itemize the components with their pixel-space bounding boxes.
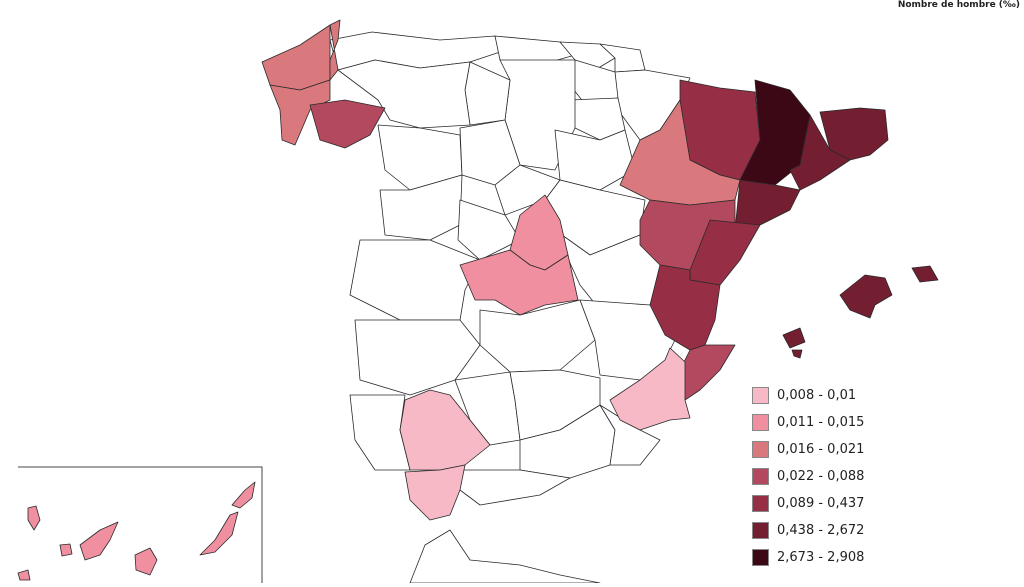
island-la-gomera[interactable]: [59, 543, 73, 557]
province-ourense[interactable]: [309, 99, 386, 149]
island-lanzarote[interactable]: [231, 481, 256, 509]
legend-swatch: [752, 522, 769, 539]
province-ciudadreal[interactable]: [479, 299, 596, 373]
province-valencia[interactable]: [649, 264, 721, 351]
legend-swatch: [752, 468, 769, 485]
island-gran-canaria[interactable]: [134, 547, 158, 576]
legend-item: 0,438 - 2,672: [752, 517, 892, 544]
legend-item: 0,011 - 0,015: [752, 409, 892, 436]
province-vizcaya[interactable]: [559, 41, 616, 71]
province-portugal-strip: [409, 529, 601, 584]
legend-item: 0,022 - 0,088: [752, 463, 892, 490]
province-badajoz[interactable]: [354, 319, 481, 396]
province-formentera[interactable]: [791, 349, 803, 359]
blank-provinces: [329, 31, 691, 584]
province-lleida[interactable]: [739, 79, 811, 186]
province-alava[interactable]: [569, 59, 619, 105]
province-tarragona[interactable]: [734, 179, 801, 231]
legend-item: 0,089 - 0,437: [752, 490, 892, 517]
province-murcia[interactable]: [609, 347, 691, 431]
legend-label: 0,008 - 0,01: [777, 388, 857, 403]
legend-item: 0,016 - 0,021: [752, 436, 892, 463]
colored-provinces: [261, 19, 939, 521]
legend-label: 0,022 - 0,088: [777, 469, 865, 484]
inset-frame: [18, 466, 263, 583]
province-ibiza[interactable]: [782, 327, 806, 349]
province-toledo[interactable]: [459, 249, 579, 316]
legend-swatch: [752, 495, 769, 512]
legend-item: 0,008 - 0,01: [752, 382, 892, 409]
map-title: Nombre de hombre (‰): [897, 0, 1020, 10]
province-pontevedra[interactable]: [269, 79, 331, 146]
legend-item: 2,673 - 2,908: [752, 544, 892, 571]
legend-label: 2,673 - 2,908: [777, 550, 865, 565]
island-fuerteventura[interactable]: [199, 511, 239, 556]
province-malaga[interactable]: [454, 469, 571, 506]
province-lugo[interactable]: [329, 19, 341, 81]
legend-label: 0,438 - 2,672: [777, 523, 865, 538]
legend-swatch: [752, 387, 769, 404]
province-a-coruna[interactable]: [261, 24, 331, 91]
legend-swatch: [752, 414, 769, 431]
province-cadiz[interactable]: [404, 464, 466, 521]
legend-swatch: [752, 441, 769, 458]
legend-label: 0,011 - 0,015: [777, 415, 865, 430]
province-zaragoza[interactable]: [619, 99, 741, 206]
island-tenerife[interactable]: [79, 521, 119, 561]
legend-label: 0,016 - 0,021: [777, 442, 865, 457]
province-barcelona[interactable]: [789, 114, 851, 191]
legend-label: 0,089 - 0,437: [777, 496, 865, 511]
province-menorca[interactable]: [911, 265, 939, 283]
map-legend: 0,008 - 0,01 0,011 - 0,015 0,016 - 0,021 0,…: [752, 382, 892, 571]
island-la-palma[interactable]: [27, 505, 41, 531]
province-caceres[interactable]: [349, 239, 481, 321]
province-mallorca[interactable]: [839, 274, 893, 319]
province-sevilla[interactable]: [399, 389, 491, 471]
canary-islands-inset: [17, 466, 263, 583]
province-avila[interactable]: [457, 199, 521, 261]
legend-swatch: [752, 549, 769, 566]
province-palencia[interactable]: [464, 61, 511, 126]
island-el-hierro[interactable]: [17, 569, 31, 581]
